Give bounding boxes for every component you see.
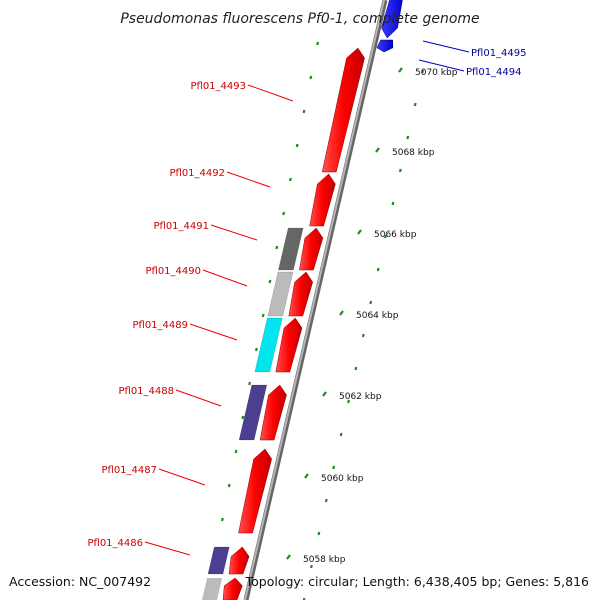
gene-pfl01-4493[interactable]: [321, 47, 365, 173]
track-dot-0: [288, 177, 292, 182]
tick-label-5068-kbp: 5068 kbp: [392, 148, 435, 158]
gene-leader-pfl01-4489: [189, 323, 238, 341]
gene-label-pfl01-4495[interactable]: Pfl01_4495: [471, 48, 527, 59]
gene-pfl01-4487[interactable]: [238, 448, 272, 534]
track-dot-1: [324, 498, 328, 503]
gene-label-pfl01-4492[interactable]: Pfl01_4492: [169, 168, 225, 179]
tick-label-5066-kbp: 5066 kbp: [374, 230, 417, 240]
cog-block-pfl01-4491[interactable]: [278, 227, 304, 271]
track-dot-1: [339, 432, 343, 437]
track-dot-0: [241, 415, 245, 420]
track-dot-1: [332, 465, 336, 470]
tick-mark-5060-kbp: [304, 473, 309, 479]
gene-pfl01-4489[interactable]: [275, 317, 303, 373]
track-dot-1: [398, 168, 402, 173]
gene-label-pfl01-4491[interactable]: Pfl01_4491: [153, 221, 209, 232]
gene-pfl01-4494[interactable]: [376, 39, 394, 53]
gene-label-pfl01-4488[interactable]: Pfl01_4488: [118, 386, 174, 397]
tick-label-5062-kbp: 5062 kbp: [339, 392, 382, 402]
gene-label-pfl01-4494[interactable]: Pfl01_4494: [466, 67, 522, 78]
track-dot-0: [220, 517, 224, 522]
track-dot-0: [309, 75, 313, 80]
gene-pfl01-4491[interactable]: [299, 227, 324, 271]
kbp-ruler: 5058 kbp 5060 kbp 5062 kbp 5064 kbp 5066 kbp…: [286, 67, 458, 565]
track-dot-0: [261, 313, 265, 318]
track-dot-1: [347, 399, 350, 404]
track-dot-0: [275, 245, 279, 250]
track-dot-0: [302, 109, 306, 114]
track-dot-1: [361, 333, 365, 338]
tick-label-5064-kbp: 5064 kbp: [356, 311, 399, 321]
gene-label-pfl01-4489[interactable]: Pfl01_4489: [132, 320, 188, 331]
track-dot-1: [376, 267, 380, 272]
map-title: Pseudomonas fluorescens Pf0-1, complete …: [120, 11, 479, 27]
gene-leader-pfl01-4486: [144, 541, 191, 556]
tick-mark-5070-kbp: [398, 67, 403, 73]
track-dot-0: [248, 381, 252, 386]
track-dot-1: [391, 201, 395, 206]
track-dot-0: [268, 279, 272, 284]
track-dot-1: [310, 564, 313, 569]
gene-leader-pfl01-4492: [226, 171, 271, 188]
track-dot-0: [227, 483, 231, 488]
gene-leader-pfl01-4494: [418, 59, 465, 72]
cog-block-pfl01-4490[interactable]: [267, 271, 294, 317]
tick-mark-5058-kbp: [286, 554, 291, 560]
track-dot-0: [254, 347, 258, 352]
track-dot-1: [421, 69, 425, 74]
gene-leader-pfl01-4490: [202, 269, 248, 287]
gene-leader-pfl01-4488: [175, 389, 222, 407]
gene-pfl01-4486[interactable]: [228, 546, 250, 575]
gene-label-pfl01-4486[interactable]: Pfl01_4486: [87, 538, 143, 549]
gene-pfl01-4488[interactable]: [259, 384, 287, 441]
track-dot-1: [406, 135, 410, 140]
tick-label-5070-kbp: 5070 kbp: [415, 68, 458, 78]
gene-leader-pfl01-4495: [422, 40, 470, 53]
gene-label-pfl01-4490[interactable]: Pfl01_4490: [145, 266, 201, 277]
accession-text: Accession: NC_007492: [9, 574, 151, 589]
track-dot-0: [234, 449, 238, 454]
gene-leader-pfl01-4487: [158, 468, 206, 486]
cog-block-pfl01-4488[interactable]: [238, 384, 268, 441]
gene-pfl01-4492[interactable]: [309, 173, 336, 227]
gene-label-pfl01-4487[interactable]: Pfl01_4487: [101, 465, 157, 476]
gene-pfl01-4490[interactable]: [288, 271, 313, 317]
tick-mark-5066-kbp: [357, 229, 362, 235]
gene-leader-pfl01-4491: [210, 224, 258, 241]
cog-block-fragment-bottom[interactable]: [202, 578, 223, 600]
genome-summary-text: Topology: circular; Length: 6,438,405 bp…: [245, 574, 589, 589]
track-dot-0: [282, 211, 286, 216]
track-dot-1: [413, 102, 417, 107]
tick-label-5060-kbp: 5060 kbp: [321, 474, 364, 484]
gene-features: [202, 0, 404, 600]
tick-mark-5068-kbp: [375, 147, 380, 153]
gene-labels: Pfl01_4495 Pfl01_4494 Pfl01_4493 Pfl01_4492…: [87, 40, 527, 556]
tick-mark-5064-kbp: [339, 310, 344, 316]
track-dot-0: [295, 143, 299, 148]
gene-leader-pfl01-4493: [247, 84, 294, 102]
cog-block-pfl01-4489[interactable]: [254, 317, 283, 373]
track-dot-1: [369, 300, 373, 305]
gene-fragment-bottom[interactable]: [222, 577, 243, 600]
track-dot-1: [354, 366, 358, 371]
track-dot-1: [384, 234, 388, 239]
cog-block-pfl01-4486[interactable]: [207, 546, 230, 575]
track-dot-1: [317, 531, 321, 536]
tick-mark-5062-kbp: [322, 391, 327, 397]
gene-label-pfl01-4493[interactable]: Pfl01_4493: [190, 81, 246, 92]
cog-track-dots: [207, 41, 425, 600]
gene-pfl01-4495[interactable]: [381, 0, 404, 39]
genome-backbone: [243, 0, 388, 600]
track-dot-0: [316, 41, 320, 46]
tick-label-5058-kbp: 5058 kbp: [303, 555, 346, 565]
